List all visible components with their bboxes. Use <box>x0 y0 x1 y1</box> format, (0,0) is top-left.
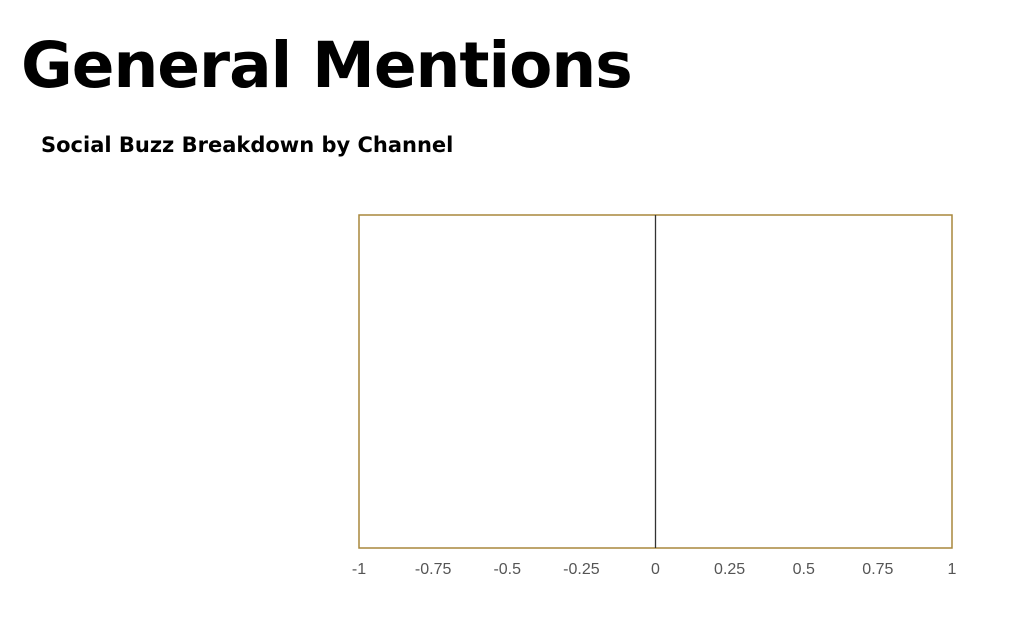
x-tick-label: 0.75 <box>862 561 893 578</box>
x-tick-label: 1 <box>948 561 957 578</box>
x-tick-label: 0 <box>651 561 660 578</box>
x-tick-label: -1 <box>352 561 366 578</box>
x-tick-label: -0.75 <box>415 561 452 578</box>
x-tick-label: -0.25 <box>563 561 600 578</box>
x-tick-label: 0.25 <box>714 561 745 578</box>
x-tick-label: 0.5 <box>793 561 815 578</box>
x-tick-label: -0.5 <box>493 561 521 578</box>
x-axis-tick-labels: -1 -0.75 -0.5 -0.25 0 0.25 0.5 0.75 1 <box>352 561 957 578</box>
chart-subtitle: Social Buzz Breakdown by Channel <box>41 133 454 157</box>
page-title: General Mentions <box>21 29 633 102</box>
